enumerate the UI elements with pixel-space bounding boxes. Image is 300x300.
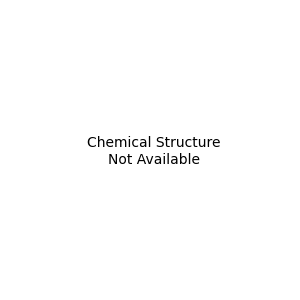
- Text: Chemical Structure
Not Available: Chemical Structure Not Available: [87, 136, 220, 166]
